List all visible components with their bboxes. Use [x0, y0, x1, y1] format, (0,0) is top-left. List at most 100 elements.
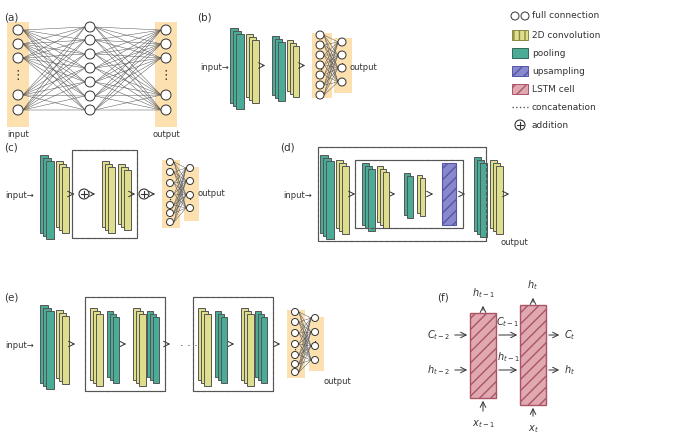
Bar	[255, 311, 261, 377]
Circle shape	[291, 319, 298, 326]
Circle shape	[13, 90, 23, 100]
Bar	[496, 166, 503, 234]
Circle shape	[187, 178, 194, 184]
Text: input: input	[7, 130, 29, 139]
Bar	[355, 160, 463, 228]
Bar	[365, 166, 372, 228]
Bar	[480, 163, 487, 237]
Bar	[150, 314, 156, 380]
Bar	[318, 147, 486, 241]
Text: (c): (c)	[4, 143, 18, 153]
Text: (e): (e)	[4, 293, 19, 303]
Bar	[124, 170, 131, 230]
Text: 2D convolution: 2D convolution	[532, 30, 601, 39]
Circle shape	[291, 308, 298, 316]
Circle shape	[161, 90, 171, 100]
Circle shape	[291, 361, 298, 368]
Circle shape	[316, 31, 324, 39]
Bar	[287, 310, 305, 378]
Bar	[293, 46, 299, 97]
Text: $h_{t-2}$: $h_{t-2}$	[427, 363, 450, 377]
Bar	[110, 314, 116, 380]
Circle shape	[13, 105, 23, 115]
Bar	[241, 308, 248, 380]
Circle shape	[167, 191, 174, 197]
Bar	[221, 317, 227, 383]
Bar	[247, 314, 254, 386]
Bar	[46, 161, 54, 239]
Text: $h_t$: $h_t$	[564, 363, 575, 377]
Bar	[139, 314, 146, 386]
Bar	[105, 164, 112, 230]
Text: output: output	[350, 63, 378, 72]
Circle shape	[311, 343, 318, 349]
Circle shape	[338, 78, 346, 86]
Bar	[184, 167, 199, 221]
Bar	[40, 155, 48, 233]
Circle shape	[161, 105, 171, 115]
Circle shape	[85, 49, 95, 59]
Bar	[336, 160, 343, 228]
Circle shape	[187, 165, 194, 171]
Text: $C_{t-2}$: $C_{t-2}$	[426, 328, 450, 342]
Bar	[512, 30, 528, 40]
Circle shape	[161, 39, 171, 49]
Circle shape	[167, 180, 174, 187]
Bar	[246, 34, 253, 97]
Bar	[56, 161, 63, 227]
Text: upsampling: upsampling	[532, 67, 585, 75]
Text: · · ·: · · ·	[180, 341, 198, 351]
Text: ⋮: ⋮	[165, 195, 176, 205]
Text: $C_{t-1}$: $C_{t-1}$	[496, 315, 520, 329]
Bar	[40, 305, 48, 383]
Bar	[493, 163, 500, 231]
Bar	[249, 37, 256, 100]
Bar	[309, 317, 324, 371]
Bar	[56, 310, 63, 378]
Text: input→: input→	[5, 340, 34, 349]
Bar	[287, 40, 293, 91]
Bar	[193, 297, 273, 391]
Text: ⋮: ⋮	[336, 63, 347, 73]
Bar	[121, 167, 128, 227]
Circle shape	[511, 12, 519, 20]
Circle shape	[187, 204, 194, 211]
Bar	[252, 40, 259, 103]
Bar	[193, 297, 273, 391]
Circle shape	[85, 22, 95, 32]
Circle shape	[316, 81, 324, 89]
Circle shape	[13, 39, 23, 49]
Circle shape	[338, 38, 346, 46]
Bar	[383, 172, 389, 228]
Circle shape	[167, 201, 174, 209]
Circle shape	[515, 120, 525, 130]
Circle shape	[291, 330, 298, 336]
Bar	[7, 22, 29, 127]
Text: ⋮: ⋮	[12, 70, 24, 83]
Bar	[326, 161, 334, 239]
Text: ⋮: ⋮	[289, 345, 300, 355]
Circle shape	[79, 189, 89, 199]
Bar	[204, 314, 211, 386]
Bar	[59, 164, 66, 230]
Text: $h_{t-1}$: $h_{t-1}$	[497, 350, 520, 364]
Bar	[362, 163, 369, 225]
Circle shape	[311, 314, 318, 321]
Bar	[490, 160, 497, 228]
Text: $h_t$: $h_t$	[527, 278, 538, 292]
Text: input→: input→	[283, 191, 312, 200]
Bar	[201, 311, 208, 383]
Circle shape	[85, 91, 95, 101]
Bar	[93, 311, 100, 383]
Circle shape	[316, 41, 324, 49]
Bar	[261, 317, 267, 383]
Circle shape	[161, 25, 171, 35]
Text: $x_t$: $x_t$	[527, 423, 538, 433]
Bar	[407, 176, 413, 218]
Text: output: output	[198, 190, 226, 198]
Bar	[62, 316, 69, 384]
Bar	[420, 178, 425, 216]
Bar	[355, 160, 463, 228]
Circle shape	[167, 210, 174, 216]
Bar	[512, 48, 528, 58]
